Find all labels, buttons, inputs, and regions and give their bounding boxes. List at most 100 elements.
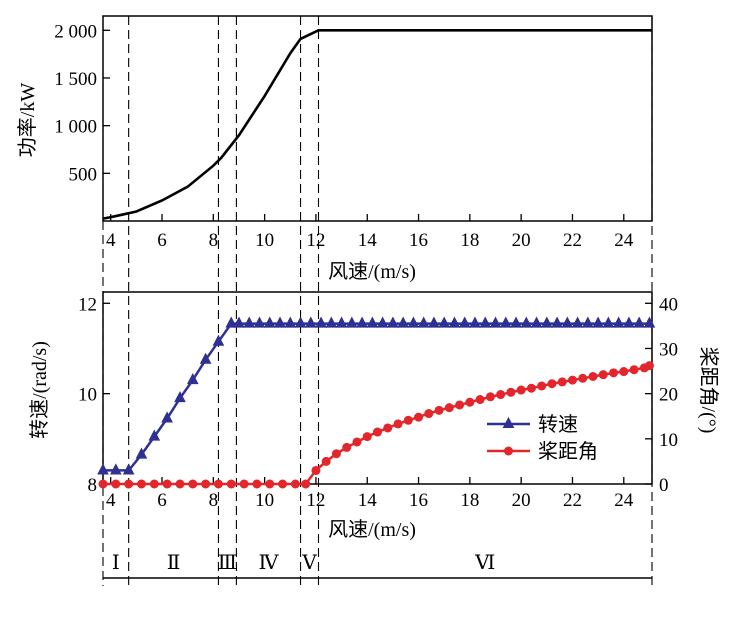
pitch-point (226, 479, 236, 489)
speed-point (428, 316, 440, 328)
pitch-y-tick-label: 0 (659, 475, 669, 496)
speed-point (612, 316, 625, 328)
power-x-tick-label: 16 (409, 230, 428, 251)
speed-point (376, 316, 389, 328)
speed-point (551, 316, 563, 328)
pitch-point (629, 365, 639, 375)
pitch-point (609, 368, 619, 378)
speed-point (294, 316, 307, 328)
speed-pitch-x-tick-label: 20 (512, 490, 531, 511)
speed-point (387, 316, 399, 328)
pitch-point (239, 479, 249, 489)
pitch-point (403, 415, 413, 425)
speed-point (479, 316, 492, 328)
pitch-point (485, 392, 495, 402)
pitch-point (373, 427, 382, 437)
speed-point (225, 316, 238, 328)
legend: 转速 桨距角 (487, 413, 598, 463)
speed-pitch-series (97, 316, 656, 489)
pitch-point (465, 397, 475, 407)
speed-point (448, 316, 461, 328)
pitch-point (331, 449, 341, 459)
speed-point (325, 316, 338, 328)
speed-point (284, 316, 297, 328)
speed-point (304, 316, 317, 328)
pitch-point (252, 479, 262, 489)
pitch-point (201, 479, 211, 489)
speed-point (438, 316, 451, 328)
speed-point (366, 316, 379, 328)
speed-point (458, 316, 471, 328)
speed-point (571, 316, 584, 328)
legend-pitch-label: 桨距角 (538, 440, 598, 463)
pitch-point (547, 379, 557, 389)
speed-point (469, 316, 481, 328)
speed-point (97, 463, 109, 475)
legend-item-speed: 转速 (487, 413, 578, 436)
pitch-point (567, 375, 577, 385)
speed-point (346, 316, 358, 328)
pitch-point (557, 377, 567, 387)
speed-point (582, 316, 594, 328)
speed-series-line (103, 322, 650, 472)
pitch-point (162, 479, 172, 489)
speed-point (148, 429, 161, 441)
speed-pitch-x-tick-label: 24 (614, 490, 634, 511)
speed-pitch-x-tick-label: 12 (306, 490, 325, 511)
speed-point (315, 316, 327, 328)
pitch-point (475, 395, 485, 405)
pitch-point (111, 479, 121, 489)
power-y-tick-label: 500 (69, 164, 98, 185)
power-plot-frame (102, 15, 653, 222)
speed-pitch-axis-ticks: 4 6 8 10 12 14 16 18 20 22 24 8 10 12 0 10 20 30 40 (78, 294, 678, 511)
speed-pitch-x-tick-label: 22 (563, 490, 582, 511)
speed-point (489, 316, 502, 328)
pitch-point (362, 432, 372, 442)
speed-point (530, 316, 543, 328)
pitch-point (301, 479, 311, 489)
speed-point (186, 373, 199, 385)
speed-pitch-x-axis-title: 风速/(m/s) (328, 518, 416, 541)
speed-point (135, 447, 148, 459)
power-x-tick-label: 20 (512, 230, 531, 251)
region-label: Ⅴ (301, 552, 317, 574)
pitch-point (537, 381, 547, 391)
power-x-tick-label: 8 (209, 230, 219, 251)
pitch-point (644, 361, 654, 371)
power-x-tick-label: 22 (563, 230, 582, 251)
power-x-axis-title: 风速/(m/s) (328, 260, 416, 283)
pitch-y-tick-label: 10 (659, 430, 678, 451)
pitch-y-tick-label: 40 (659, 294, 678, 315)
power-x-tick-label: 12 (306, 230, 325, 251)
pitch-point (136, 479, 146, 489)
region-label: Ⅰ (112, 552, 120, 574)
power-x-tick-label: 6 (157, 230, 167, 251)
speed-point (623, 316, 635, 328)
pitch-point (393, 419, 403, 429)
speed-point (602, 316, 615, 328)
speed-point (561, 316, 574, 328)
legend-pitch-marker (504, 446, 513, 456)
pitch-point (444, 403, 454, 413)
speed-y-tick-label: 8 (88, 475, 98, 496)
speed-pitch-x-tick-label: 4 (106, 490, 116, 511)
pitch-point (578, 373, 588, 383)
pitch-point (149, 479, 159, 489)
speed-point (499, 316, 512, 328)
speed-point (520, 316, 533, 328)
power-y-tick-label: 1 500 (54, 69, 97, 90)
pitch-point (434, 405, 444, 415)
power-x-tick-label: 10 (255, 230, 274, 251)
power-axis-ticks: 4 6 8 10 12 14 16 18 20 22 24 500 1 000 1 500 2 000 (54, 21, 634, 251)
power-y-tick-label: 2 000 (54, 21, 97, 42)
speed-pitch-x-tick-label: 18 (460, 490, 479, 511)
speed-point (592, 316, 604, 328)
pitch-point (342, 442, 352, 452)
speed-point (274, 316, 286, 328)
speed-point (199, 352, 212, 364)
power-curve-line (102, 29, 652, 220)
speed-point (335, 316, 348, 328)
pitch-point (352, 437, 362, 447)
pitch-point (98, 479, 108, 489)
